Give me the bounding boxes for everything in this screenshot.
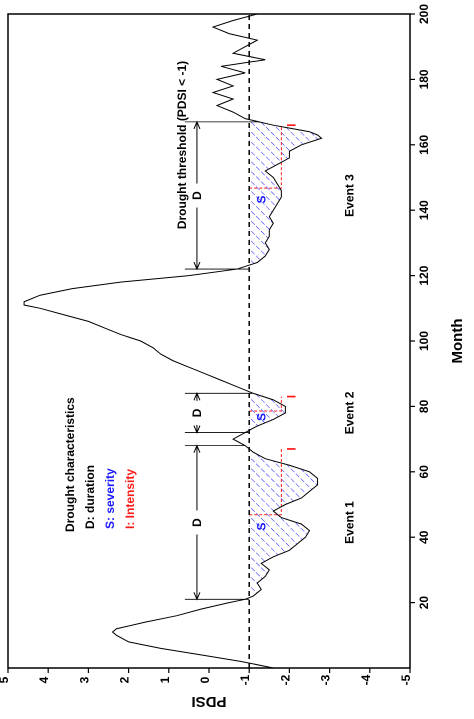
duration-arrowhead [193, 592, 201, 601]
legend-duration: D: duration [83, 465, 97, 529]
severity-area [249, 445, 318, 600]
severity-label: S [254, 413, 268, 421]
y-tick-label: 5 [0, 676, 11, 683]
legend-intensity: I: Intensity [123, 469, 137, 529]
y-axis-label: PDSI [191, 693, 226, 710]
x-axis-label: Month [449, 319, 466, 364]
intensity-label: I [284, 395, 298, 398]
duration-arrowhead [193, 261, 201, 271]
y-tick-label: 3 [77, 676, 91, 683]
event-label: Event 1 [343, 501, 357, 544]
event-label: Event 3 [343, 174, 357, 217]
intensity-label: I [284, 447, 298, 450]
severity-area [249, 121, 322, 270]
duration-label: D [190, 408, 204, 417]
x-tick-label: 200 [417, 4, 431, 24]
event-label: Event 2 [343, 391, 357, 434]
y-tick-label: 1 [158, 676, 172, 683]
duration-arrowhead [193, 392, 201, 401]
plot-frame [7, 13, 411, 669]
x-tick-label: 80 [417, 399, 431, 413]
severity-label: S [254, 522, 268, 530]
x-tick-label: 120 [417, 265, 431, 285]
x-tick-label: 140 [417, 200, 431, 220]
y-tick-label: -1 [238, 674, 252, 685]
duration-arrowhead [193, 120, 201, 130]
severity-area [249, 393, 286, 433]
x-tick-label: 20 [417, 596, 431, 610]
y-tick-label: -2 [278, 674, 292, 685]
y-tick-label: 4 [37, 676, 51, 683]
intensity-marker [249, 396, 282, 412]
duration-arrowhead [193, 425, 201, 434]
legend-severity: S: severity [103, 468, 117, 529]
duration-arrowhead [193, 444, 201, 453]
intensity-marker [249, 125, 282, 189]
duration-label: D [190, 518, 204, 527]
y-tick-label: -3 [319, 674, 333, 685]
intensity-label: I [284, 124, 298, 127]
legend-title: Drought characteristics [63, 397, 77, 532]
x-tick-label: 100 [417, 331, 431, 351]
y-tick-label: -4 [359, 674, 373, 685]
y-tick-label: 0 [198, 676, 212, 683]
pdsi-series-line [23, 13, 323, 669]
duration-label: D [190, 191, 204, 200]
x-tick-label: 60 [417, 465, 431, 479]
x-tick-label: 40 [417, 530, 431, 544]
x-tick-label: 180 [417, 69, 431, 89]
intensity-marker [249, 448, 282, 516]
y-tick-label: -5 [399, 674, 413, 685]
y-tick-label: 2 [118, 676, 132, 683]
threshold-label: Drought threshold (PDSI < -1) [175, 61, 189, 229]
x-tick-label: 160 [417, 134, 431, 154]
severity-label: S [254, 195, 268, 203]
